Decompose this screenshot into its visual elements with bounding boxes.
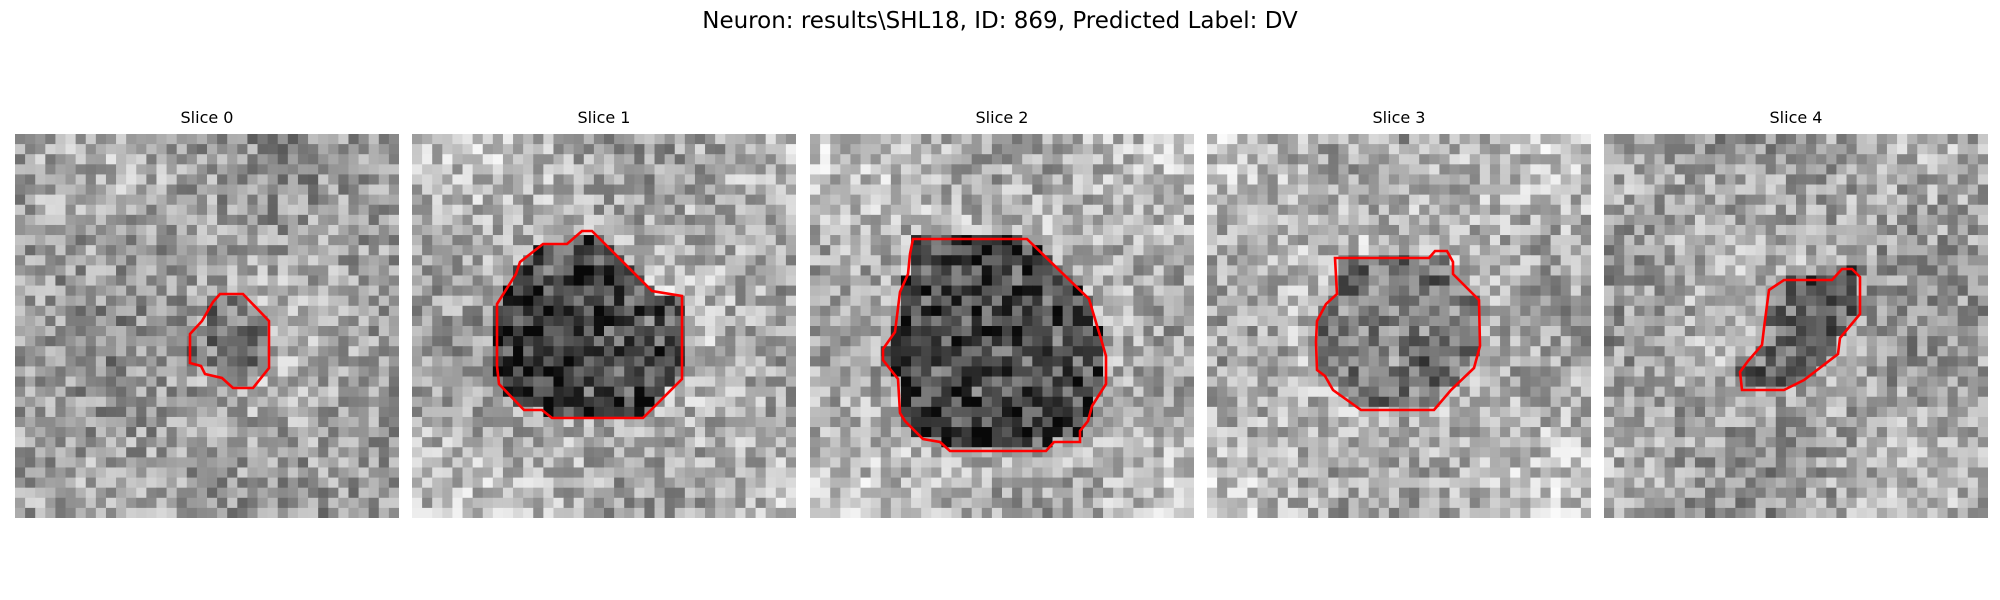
pixel-grid <box>1207 134 1591 518</box>
slice-image <box>1604 134 1988 518</box>
roi-contour <box>1738 267 1862 392</box>
slice-title: Slice 1 <box>577 108 631 127</box>
roi-contour <box>881 237 1108 453</box>
slice-title: Slice 2 <box>975 108 1029 127</box>
slice-image <box>810 134 1194 518</box>
pixel-grid <box>1604 134 1988 518</box>
roi-contour <box>495 229 684 420</box>
roi-contour <box>1314 249 1482 412</box>
slice-image <box>15 134 399 518</box>
pixel-grid <box>15 134 399 518</box>
roi-contour <box>188 292 271 390</box>
slice-title: Slice 3 <box>1372 108 1426 127</box>
pixel-grid <box>412 134 796 518</box>
figure-title: Neuron: results\SHL18, ID: 869, Predicte… <box>702 8 1298 34</box>
slice-image <box>412 134 796 518</box>
slice-title: Slice 4 <box>1769 108 1823 127</box>
slice-image <box>1207 134 1591 518</box>
slice-title: Slice 0 <box>180 108 234 127</box>
pixel-grid <box>810 134 1194 518</box>
